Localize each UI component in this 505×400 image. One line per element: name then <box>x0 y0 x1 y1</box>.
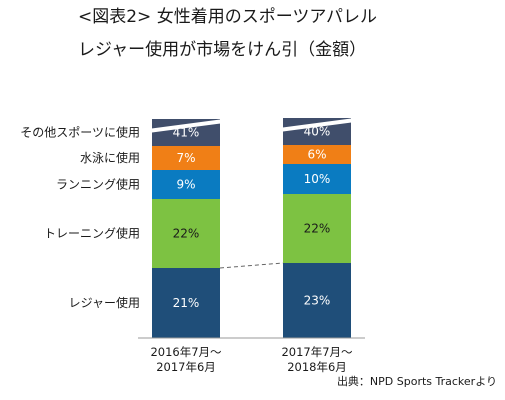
bar-1-segment-3 <box>152 170 220 199</box>
data-label-bar-2-segment-4: 6% <box>307 148 326 162</box>
bar-2-segment-4 <box>283 145 351 164</box>
bar-1-segment-2 <box>152 199 220 268</box>
data-label-bar-2-segment-5: 40% <box>304 125 331 139</box>
data-label-bar-2-segment-3: 10% <box>304 172 331 186</box>
axis-break-bar-2 <box>278 118 356 132</box>
series-label-1: レジャー使用 <box>69 295 140 310</box>
source-note: 出典：NPD Sports Trackerより <box>337 374 497 388</box>
bar-2-segment-3 <box>283 164 351 194</box>
x-tick-label-1: 2016年7月～ 2017年6月 <box>150 345 222 374</box>
data-label-bar-2-segment-1: 23% <box>304 294 331 308</box>
series-label-3: ランニング使用 <box>56 177 140 192</box>
bar-1-segment-4 <box>152 146 220 170</box>
data-label-bar-1-segment-2: 22% <box>173 227 200 241</box>
bar-2-segment-1 <box>283 263 351 338</box>
data-label-bar-1-segment-1: 21% <box>173 296 200 310</box>
data-label-bar-1-segment-3: 9% <box>176 178 195 192</box>
data-label-bar-1-segment-5: 41% <box>173 126 200 140</box>
data-label-bar-2-segment-2: 22% <box>304 222 331 236</box>
bar-1-segment-1 <box>152 268 220 338</box>
series-label-4: 水泳に使用 <box>80 150 140 165</box>
chart-title-line2: レジャー使用が市場をけん引（金額） <box>78 39 366 60</box>
plot-area: 21% 23% 22% 22% 9% 10% 7% 6% 41% 40% レジャー使用 トレーニング使… <box>20 118 365 374</box>
series-label-5: その他スポーツに使用 <box>20 125 140 140</box>
x-tick-label-2: 2017年7月～ 2018年6月 <box>281 345 353 374</box>
chart-title-line1: <図表2> 女性着用のスポーツアパレル <box>78 7 377 27</box>
bar-2-segment-2 <box>283 194 351 263</box>
data-label-bar-1-segment-4: 7% <box>176 151 195 165</box>
connector-line <box>219 262 284 269</box>
series-label-2: トレーニング使用 <box>44 226 140 241</box>
axis-break-bar-1 <box>147 119 225 133</box>
